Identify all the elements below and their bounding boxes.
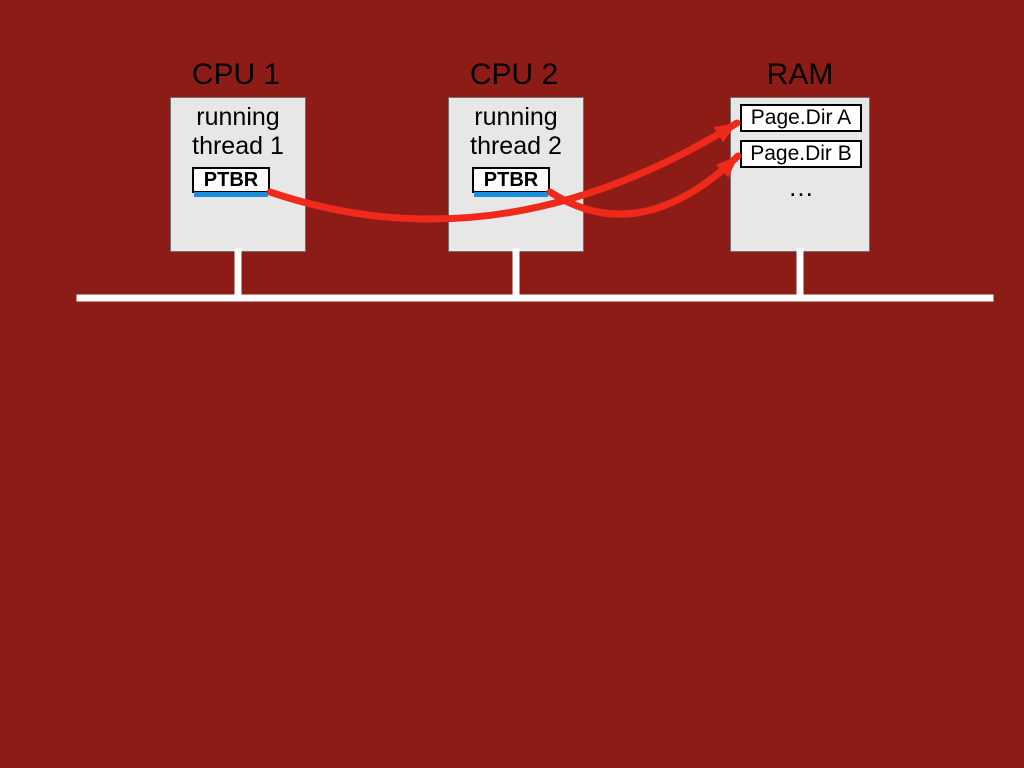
cpu1-ptbr: PTBR xyxy=(192,167,270,193)
cpu2-title: CPU 2 xyxy=(434,58,594,92)
ram-pagedir-a: Page.Dir A xyxy=(740,104,862,132)
cpu2-subtitle: runningthread 2 xyxy=(448,103,584,161)
ram-title: RAM xyxy=(720,58,880,92)
ram-ellipsis: … xyxy=(740,172,862,203)
cpu1-subtitle: runningthread 1 xyxy=(170,103,306,161)
cpu2-ptbr: PTBR xyxy=(472,167,550,193)
ram-pagedir-b: Page.Dir B xyxy=(740,140,862,168)
cpu1-title: CPU 1 xyxy=(156,58,316,92)
